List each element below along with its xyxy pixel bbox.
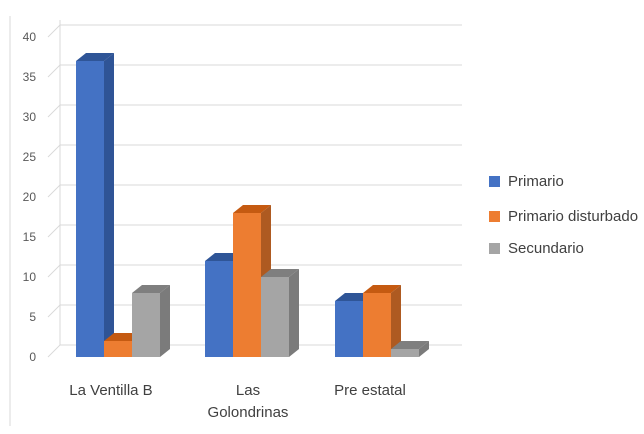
bar-front	[104, 341, 132, 357]
bar-front	[76, 61, 104, 357]
bar-side	[289, 269, 299, 357]
gridline-diag	[48, 185, 60, 197]
gridline-diag	[48, 345, 60, 357]
y-tick-label: 5	[29, 310, 36, 324]
bar-front	[233, 213, 261, 357]
gridline-diag	[48, 25, 60, 37]
x-category-label-line: La Ventilla B	[69, 382, 152, 399]
legend-swatch	[489, 211, 500, 222]
bar-front	[205, 261, 233, 357]
bar	[132, 285, 170, 357]
y-tick-label: 40	[23, 30, 37, 44]
gridline-diag	[48, 105, 60, 117]
legend-label: Secundario	[508, 240, 584, 257]
x-category-label-line: Las	[236, 382, 260, 399]
bar-front	[132, 293, 160, 357]
gridline-diag	[48, 265, 60, 277]
x-category-label-line: Pre estatal	[334, 382, 406, 399]
x-category-label: Pre estatal	[334, 382, 406, 399]
y-tick-label: 30	[23, 110, 37, 124]
bar-front	[261, 277, 289, 357]
legend-label: Primario	[508, 173, 564, 190]
x-category-label: La Ventilla B	[69, 382, 152, 399]
x-axis-labels: La Ventilla B Las Golondrinas Pre estatal	[69, 382, 406, 421]
bar-front	[363, 293, 391, 357]
legend-label: Primario disturbado	[508, 208, 638, 225]
y-tick-label: 0	[29, 350, 36, 364]
bar	[76, 53, 114, 357]
y-tick-label: 15	[23, 230, 37, 244]
x-category-label-line: Golondrinas	[208, 404, 289, 421]
legend-swatch	[489, 176, 500, 187]
gridline-diag	[48, 225, 60, 237]
bar-front	[391, 349, 419, 357]
legend-swatch	[489, 243, 500, 254]
gridline-diag	[48, 65, 60, 77]
bar-side	[160, 285, 170, 357]
x-category-label: Las Golondrinas	[208, 382, 289, 421]
gridline-diag	[48, 305, 60, 317]
bars	[76, 53, 429, 357]
y-tick-label: 20	[23, 190, 37, 204]
legend: Primario Primario disturbado Secundario	[489, 173, 638, 257]
y-tick-label: 35	[23, 70, 37, 84]
bar-side	[104, 53, 114, 357]
gridline-diag	[48, 145, 60, 157]
y-axis: 0 5 10 15 20 25 30 35 40	[23, 30, 37, 364]
y-tick-label: 10	[23, 270, 37, 284]
y-tick-label: 25	[23, 150, 37, 164]
bar-front	[335, 301, 363, 357]
bar	[261, 269, 299, 357]
